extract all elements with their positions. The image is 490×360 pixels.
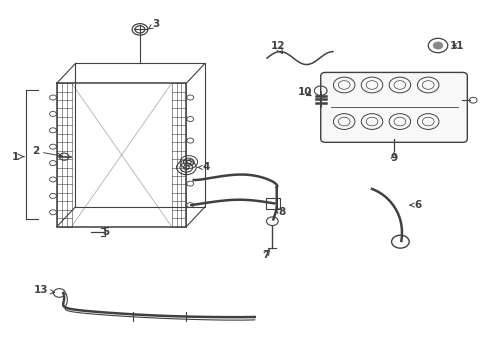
Text: 2: 2 [32, 146, 62, 157]
Text: 11: 11 [450, 41, 465, 50]
Text: 6: 6 [410, 200, 422, 210]
Text: 7: 7 [262, 250, 270, 260]
Text: 10: 10 [297, 87, 312, 97]
Text: 12: 12 [271, 41, 286, 51]
Text: 3: 3 [148, 19, 160, 29]
Text: 1: 1 [12, 152, 19, 162]
Text: 4: 4 [198, 162, 210, 172]
Text: 13: 13 [33, 285, 54, 296]
FancyBboxPatch shape [321, 72, 467, 142]
Text: 9: 9 [391, 153, 397, 163]
Bar [266, 198, 280, 209]
Circle shape [433, 42, 443, 49]
Text: 8: 8 [278, 207, 285, 217]
Text: 5: 5 [102, 227, 109, 237]
